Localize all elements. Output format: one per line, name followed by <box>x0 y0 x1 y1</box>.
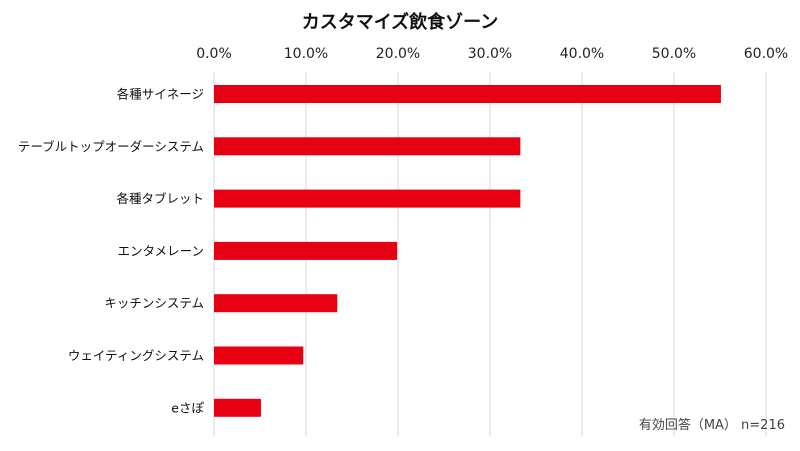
category-label: テーブルトップオーダーシステム <box>18 139 204 154</box>
bar <box>214 137 521 156</box>
category-label: キッチンシステム <box>104 296 204 311</box>
bar <box>214 241 398 260</box>
bars <box>214 85 721 417</box>
category-label: ウェイティングシステム <box>68 348 204 363</box>
gridlines <box>213 72 767 436</box>
chart-title: カスタマイズ飲食ゾーン <box>302 11 499 33</box>
category-labels: 各種サイネージテーブルトップオーダーシステム各種タブレットエンタメレーンキッチン… <box>18 87 205 416</box>
x-tick-label: 0.0% <box>196 46 232 62</box>
x-tick-label: 50.0% <box>652 46 696 62</box>
x-tick-label: 60.0% <box>744 46 788 62</box>
bar <box>214 294 338 313</box>
x-axis-ticks: 0.0% 10.0% 20.0% 30.0% 40.0% 50.0% 60.0% <box>196 46 788 62</box>
category-label: eさぽ <box>171 400 204 415</box>
sample-size-note: 有効回答（MA） n=216 <box>639 417 785 433</box>
bar <box>214 85 721 103</box>
category-label: 各種サイネージ <box>117 87 204 102</box>
x-tick-label: 20.0% <box>376 46 420 62</box>
bar <box>214 398 261 417</box>
x-tick-label: 40.0% <box>560 46 604 62</box>
bar <box>214 189 521 208</box>
x-tick-label: 10.0% <box>284 46 328 62</box>
category-label: エンタメレーン <box>117 243 204 258</box>
x-tick-label: 30.0% <box>468 46 512 62</box>
bar <box>214 346 304 365</box>
category-label: 各種タブレット <box>116 191 204 206</box>
